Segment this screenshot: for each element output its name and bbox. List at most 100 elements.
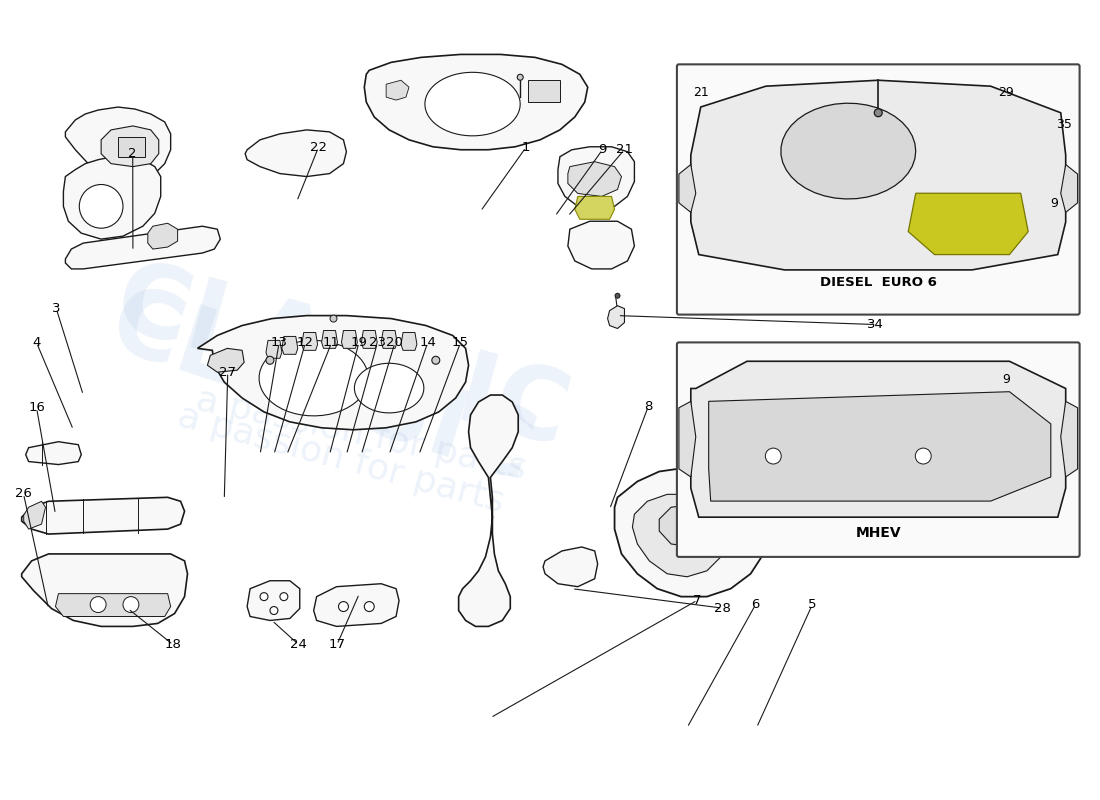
Circle shape [90, 597, 106, 613]
Polygon shape [321, 330, 338, 348]
Text: CLASSIC: CLASSIC [104, 254, 579, 467]
Polygon shape [1060, 402, 1078, 477]
Polygon shape [208, 348, 244, 372]
Polygon shape [266, 341, 282, 358]
Circle shape [766, 448, 781, 464]
Polygon shape [65, 226, 220, 269]
FancyBboxPatch shape [676, 64, 1079, 314]
Text: 16: 16 [29, 402, 45, 414]
Polygon shape [402, 333, 417, 350]
Text: 27: 27 [219, 366, 236, 378]
Text: 17: 17 [329, 638, 345, 651]
Text: DIESEL  EURO 6: DIESEL EURO 6 [820, 276, 937, 290]
Circle shape [874, 109, 882, 117]
Polygon shape [25, 442, 81, 465]
Circle shape [517, 74, 524, 80]
Circle shape [79, 185, 123, 228]
Text: 9: 9 [598, 143, 606, 156]
Polygon shape [459, 395, 518, 626]
Polygon shape [24, 502, 45, 529]
Polygon shape [147, 223, 177, 249]
Text: 22: 22 [310, 141, 327, 154]
Polygon shape [568, 162, 622, 197]
Polygon shape [781, 103, 915, 199]
Polygon shape [354, 363, 424, 413]
Text: 9: 9 [1049, 198, 1057, 210]
Polygon shape [101, 126, 158, 166]
Text: 21: 21 [693, 86, 708, 99]
Polygon shape [1060, 165, 1078, 213]
Polygon shape [425, 72, 520, 136]
Polygon shape [260, 341, 368, 416]
Polygon shape [64, 157, 161, 239]
Polygon shape [245, 130, 346, 177]
Circle shape [339, 602, 349, 611]
Text: 3: 3 [52, 302, 60, 315]
Text: CLASSIC: CLASSIC [99, 278, 544, 502]
Polygon shape [632, 494, 727, 577]
Text: 18: 18 [165, 638, 182, 651]
Polygon shape [909, 194, 1028, 254]
Circle shape [432, 356, 440, 364]
FancyBboxPatch shape [676, 342, 1079, 557]
Circle shape [915, 448, 932, 464]
Circle shape [330, 315, 337, 322]
Text: 35: 35 [1056, 118, 1071, 130]
Polygon shape [528, 80, 560, 102]
Circle shape [266, 356, 274, 364]
Polygon shape [568, 222, 635, 269]
Text: 5: 5 [807, 598, 816, 611]
Polygon shape [575, 197, 615, 219]
Polygon shape [361, 330, 377, 348]
Polygon shape [22, 498, 185, 534]
Text: a passion for parts: a passion for parts [194, 383, 529, 486]
Polygon shape [248, 581, 299, 621]
Polygon shape [558, 146, 635, 210]
Text: 28: 28 [714, 602, 732, 614]
Polygon shape [55, 594, 170, 617]
Text: 34: 34 [867, 318, 884, 331]
Polygon shape [198, 315, 469, 430]
Text: a passion for parts: a passion for parts [175, 399, 508, 519]
Circle shape [270, 606, 278, 614]
Polygon shape [607, 306, 625, 329]
Text: 15: 15 [452, 336, 469, 350]
Polygon shape [22, 554, 187, 626]
Text: 2: 2 [129, 147, 138, 160]
Text: 6: 6 [751, 598, 760, 611]
Polygon shape [386, 80, 409, 100]
Polygon shape [118, 137, 145, 157]
Polygon shape [615, 467, 769, 597]
Text: 21: 21 [616, 143, 632, 156]
Text: 12: 12 [297, 336, 313, 350]
Text: 1: 1 [521, 141, 530, 154]
Text: 19: 19 [351, 336, 367, 350]
Polygon shape [543, 547, 597, 586]
Polygon shape [679, 402, 696, 477]
Polygon shape [382, 330, 397, 348]
Text: 4: 4 [32, 336, 41, 350]
Polygon shape [65, 107, 170, 182]
Circle shape [123, 597, 139, 613]
Text: 11: 11 [323, 336, 340, 350]
Polygon shape [691, 80, 1066, 270]
Text: 20: 20 [386, 336, 404, 350]
Circle shape [260, 593, 268, 601]
Text: 9: 9 [1002, 374, 1010, 386]
Text: 14: 14 [419, 336, 436, 350]
Text: 8: 8 [645, 400, 652, 413]
Polygon shape [301, 333, 318, 350]
Text: 23: 23 [368, 336, 386, 350]
Text: 29: 29 [998, 86, 1014, 99]
Polygon shape [282, 337, 298, 354]
Circle shape [364, 602, 374, 611]
Text: 13: 13 [271, 336, 287, 350]
Text: 24: 24 [290, 638, 307, 651]
Polygon shape [314, 584, 399, 626]
Polygon shape [659, 504, 717, 547]
Text: MHEV: MHEV [856, 526, 901, 540]
Polygon shape [341, 330, 358, 348]
Circle shape [615, 294, 620, 298]
Text: 7: 7 [693, 594, 702, 606]
Polygon shape [364, 54, 587, 150]
